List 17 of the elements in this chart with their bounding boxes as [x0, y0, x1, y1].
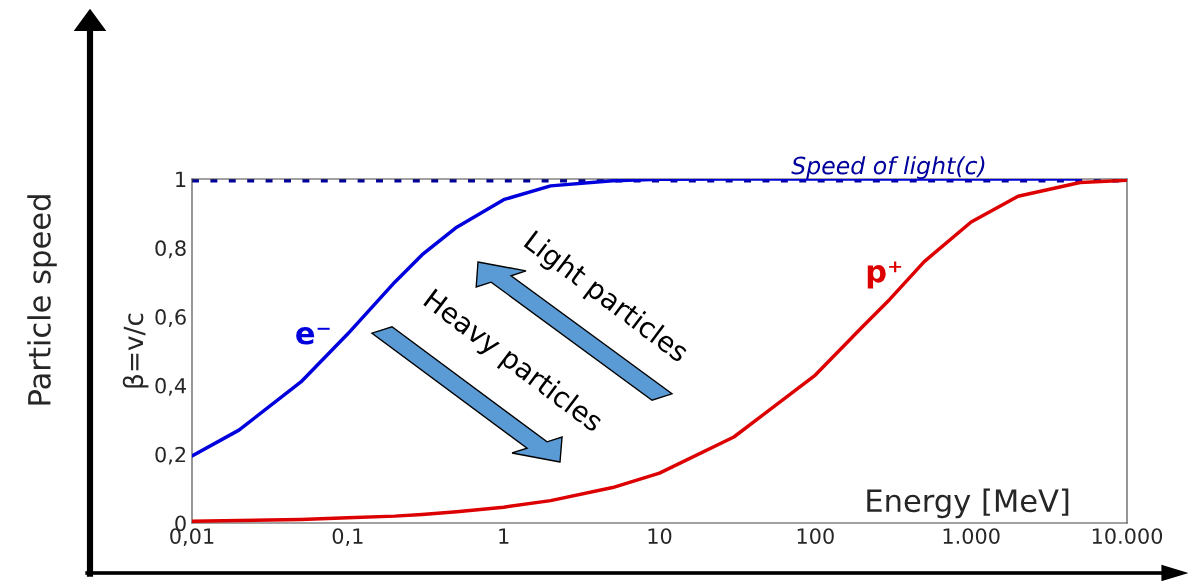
- y-tick-label: 0,8: [155, 240, 186, 259]
- x-tick-label: 10.000: [1092, 528, 1163, 544]
- y-axis-title: β=v/c: [122, 313, 149, 388]
- x-tick-label: 10: [648, 528, 672, 544]
- y-tick-label: 0,6: [155, 309, 186, 327]
- x-tick-label: 0,1: [332, 528, 363, 547]
- series-label: p⁺: [867, 261, 902, 289]
- series-label: e⁻: [296, 327, 330, 345]
- x-axis-title: Energy [MeV]: [867, 488, 1069, 519]
- y-tick-label: 1: [176, 171, 186, 187]
- x-tick-label: 1: [499, 528, 509, 544]
- x-tick-label: 1.000: [943, 528, 1000, 544]
- y-tick-label: 0,4: [155, 377, 186, 396]
- ref-line-label: Speed of light(c): [791, 156, 985, 179]
- x-tick-label: 100: [797, 528, 834, 544]
- y-tick-label: 0,2: [155, 446, 186, 465]
- text: Particle speed: [27, 195, 57, 405]
